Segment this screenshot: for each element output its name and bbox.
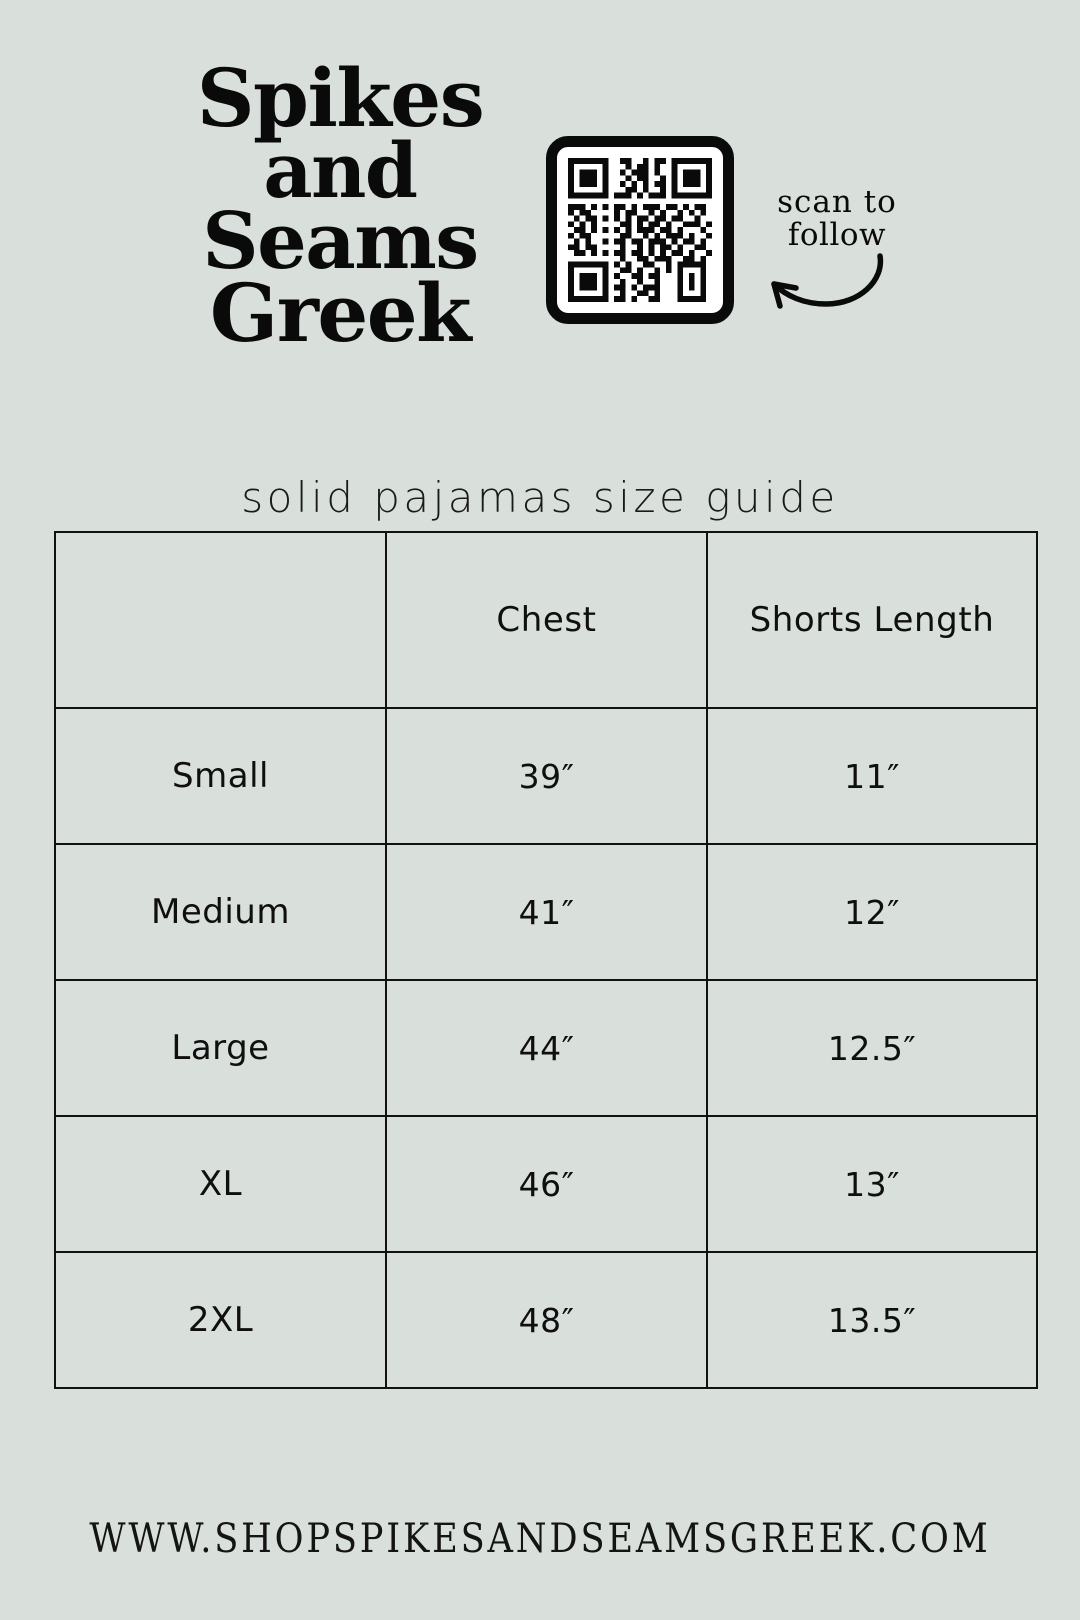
cell-shorts: 13.5″ — [706, 1251, 1038, 1389]
cell-shorts: 11″ — [706, 707, 1038, 845]
page-title: solid pajamas size guide — [241, 473, 839, 522]
table-row: Small 39″ 11″ — [54, 707, 1038, 845]
column-header-shorts-length: Shorts Length — [706, 531, 1038, 709]
cell-shorts: 13″ — [706, 1115, 1038, 1253]
table-row: Large 44″ 12.5″ — [54, 979, 1038, 1117]
footer-website-url[interactable]: WWW.SHOPSPIKESANDSEAMSGREEK.COM — [89, 1516, 991, 1562]
cell-size: 2XL — [54, 1251, 387, 1389]
logo-line-1: Spikes — [196, 51, 485, 145]
logo-line-3: Seams — [202, 195, 479, 287]
scan-caption-line-1: scan to — [777, 184, 897, 220]
brand-header: Spikes and Seams Greek — [0, 0, 1080, 430]
logo-line-4: Greek — [209, 266, 472, 361]
table-header: Chest Shorts Length — [54, 531, 1038, 709]
qr-code[interactable] — [546, 136, 734, 324]
scan-to-follow-caption: scan to follow — [752, 184, 922, 254]
cell-size: Large — [54, 979, 387, 1117]
table-row: 2XL 48″ 13.5″ — [54, 1251, 1038, 1389]
cell-chest: 39″ — [385, 707, 708, 845]
cell-chest: 46″ — [385, 1115, 708, 1253]
logo-line-2: and — [263, 125, 418, 215]
column-header-chest: Chest — [385, 531, 708, 709]
cell-chest: 41″ — [385, 843, 708, 981]
cell-shorts: 12″ — [706, 843, 1038, 981]
cell-chest: 44″ — [385, 979, 708, 1117]
scan-caption-line-2: follow — [787, 217, 887, 254]
size-guide-table: Chest Shorts Length Small 39″ 11″ Medium… — [54, 531, 1038, 1389]
table-row: XL 46″ 13″ — [54, 1115, 1038, 1253]
qr-code-icon — [568, 158, 712, 302]
table-header-row: Chest Shorts Length — [54, 531, 1038, 709]
table-row: Medium 41″ 12″ — [54, 843, 1038, 981]
table-body: Small 39″ 11″ Medium 41″ 12″ Large 44″ 1… — [54, 707, 1038, 1389]
cell-shorts: 12.5″ — [706, 979, 1038, 1117]
brand-logo: Spikes and Seams Greek — [175, 51, 505, 361]
cell-size: Medium — [54, 843, 387, 981]
cell-size: XL — [54, 1115, 387, 1253]
column-header-size — [54, 531, 387, 709]
curved-arrow-left-icon — [771, 253, 884, 309]
cell-chest: 48″ — [385, 1251, 708, 1389]
cell-size: Small — [54, 707, 387, 845]
